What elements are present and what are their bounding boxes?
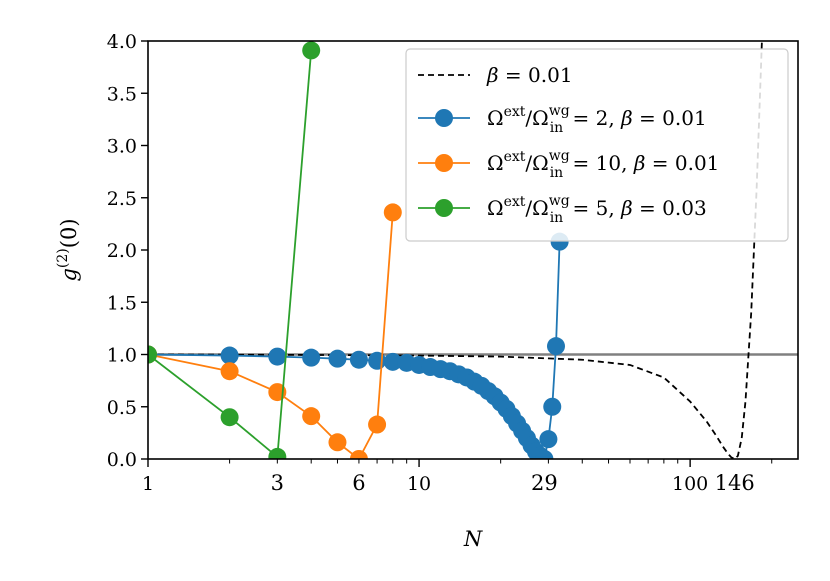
legend-label-sub: in: [550, 165, 564, 181]
x-tick-label: 100: [672, 473, 708, 495]
axes: 0.0 0.5 1.0 1.5 2.0 2.5 3.0 3.5 4.0 1 10 100 3 6 29 146…: [55, 31, 799, 551]
legend-label-sub: in: [550, 120, 564, 136]
series-line-0: [148, 41, 763, 459]
legend-label-beta-value: = 0.01: [645, 151, 719, 175]
plot-content: [148, 41, 798, 459]
legend-label-beta-value: = 0.01: [633, 106, 707, 130]
legend-label: Ωext/Ωwg in = 5, β = 0.03: [487, 193, 707, 226]
series-1-point: [539, 430, 558, 449]
series-line-1: [148, 241, 561, 459]
legend-label-omega: Ω: [487, 196, 504, 220]
legend-label-sup: ext: [504, 104, 526, 120]
legend-label-omega: Ω: [487, 106, 504, 130]
legend-label-tail: = 10,: [566, 151, 634, 175]
series-line-3: [148, 50, 313, 459]
y-tick-label: 3.0: [107, 136, 137, 158]
y-tick-label: 0.0: [107, 449, 137, 471]
series-1-point: [302, 348, 321, 367]
legend-label-beta-value: = 0.03: [633, 196, 707, 220]
series-1-point: [328, 349, 347, 368]
y-tick-label: 3.5: [107, 83, 137, 105]
legend-label-value: = 0.01: [499, 63, 573, 87]
legend-label-symbol: β: [486, 63, 499, 87]
legend-label-tail: = 5,: [566, 196, 621, 220]
x-highlight-label: 29: [531, 471, 558, 495]
legend-label-beta: β: [633, 151, 646, 175]
series-line-2: [148, 212, 394, 459]
series-1-point: [368, 351, 387, 370]
legend-label-beta: β: [620, 196, 633, 220]
legend-label-sup: ext: [504, 194, 526, 210]
y-tick-label: 1.0: [107, 345, 137, 367]
y-label-main: g: [57, 268, 81, 281]
legend-label: β = 0.01: [486, 63, 573, 87]
y-tick-label: 1.5: [107, 292, 137, 314]
series-2-point: [368, 415, 387, 434]
y-tick-label: 4.0: [107, 31, 137, 53]
series-2-point: [328, 433, 347, 452]
x-highlight-label: 3: [271, 471, 284, 495]
series-2-point: [349, 450, 368, 459]
plot-area: [148, 41, 798, 459]
series-1-point: [220, 346, 239, 365]
series-1-point: [543, 397, 562, 416]
y-label-sup: (2): [55, 248, 71, 268]
x-tick-label: 1: [142, 473, 154, 495]
legend-label: Ωext/Ωwg in = 2, β = 0.01: [487, 103, 707, 136]
series-1-point: [546, 337, 565, 356]
series-3-point: [268, 447, 287, 459]
y-tick-label: 2.5: [107, 188, 137, 210]
legend-swatch-marker: [435, 199, 453, 217]
series-1-point: [535, 450, 554, 459]
x-highlight-label: 6: [352, 471, 365, 495]
legend-label: Ωext/Ωwg in = 10, β = 0.01: [487, 148, 719, 181]
x-axis-label: N: [463, 527, 483, 551]
y-tick-label: 2.0: [107, 240, 137, 262]
legend-label-sup2: wg: [549, 148, 570, 164]
legend-label-mid: /Ω: [525, 196, 548, 220]
series-2-point: [383, 203, 402, 222]
legend-swatch-marker: [435, 154, 453, 172]
series-3-point: [302, 41, 321, 60]
legend-label-mid: /Ω: [525, 151, 548, 175]
x-tick-label: 10: [407, 473, 431, 495]
y-tick-label: 0.5: [107, 397, 137, 419]
series-3-point: [220, 408, 239, 427]
legend-label-sub: in: [550, 210, 564, 226]
x-highlight-label: 146: [715, 471, 755, 495]
y-axis-label: g(2)(0): [55, 218, 81, 281]
series-1-point: [349, 350, 368, 369]
legend-swatch-marker: [435, 109, 453, 127]
legend-label-tail: = 2,: [566, 106, 621, 130]
legend-box: [405, 48, 789, 242]
legend-label-omega: Ω: [487, 151, 504, 175]
legend-label-sup2: wg: [549, 193, 570, 209]
legend-label-beta: β: [620, 106, 633, 130]
y-label-arg: (0): [57, 218, 81, 248]
legend-label-sup: ext: [504, 149, 526, 165]
legend-label-sup2: wg: [549, 103, 570, 119]
series-1-point: [383, 352, 402, 371]
series-3-point: [148, 345, 157, 364]
series-2-point: [302, 407, 321, 426]
legend-label-mid: /Ω: [525, 106, 548, 130]
series-2-point: [220, 362, 239, 381]
series-1-point: [268, 347, 287, 366]
